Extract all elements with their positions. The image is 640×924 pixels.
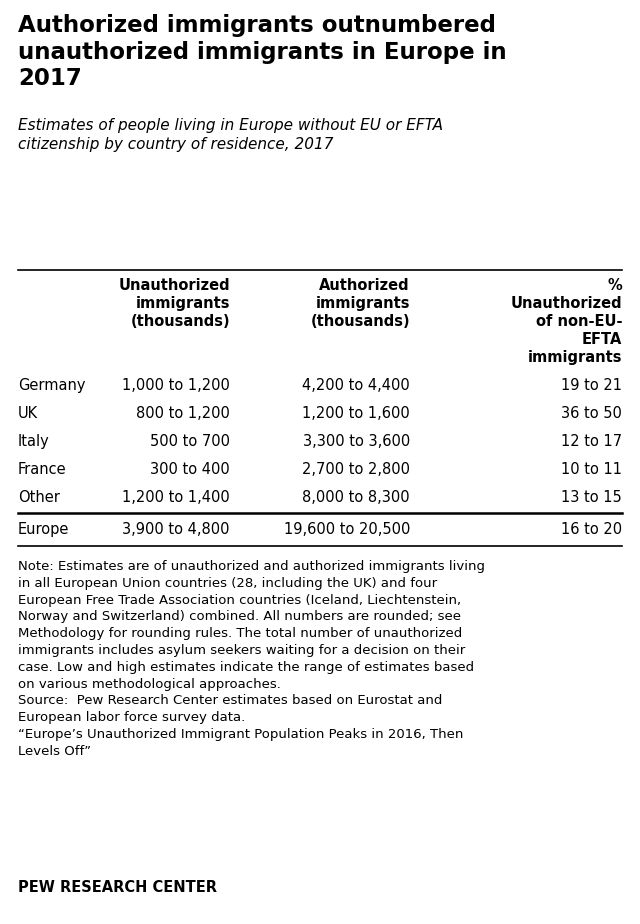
Text: Estimates of people living in Europe without EU or EFTA
citizenship by country o: Estimates of people living in Europe wit… [18, 118, 443, 152]
Text: 3,900 to 4,800: 3,900 to 4,800 [122, 522, 230, 537]
Text: UK: UK [18, 406, 38, 421]
Text: 36 to 50: 36 to 50 [561, 406, 622, 421]
Text: 500 to 700: 500 to 700 [150, 434, 230, 449]
Text: 3,300 to 3,600: 3,300 to 3,600 [303, 434, 410, 449]
Text: Unauthorized
immigrants
(thousands): Unauthorized immigrants (thousands) [118, 278, 230, 329]
Text: 19 to 21: 19 to 21 [561, 378, 622, 393]
Text: PEW RESEARCH CENTER: PEW RESEARCH CENTER [18, 880, 217, 895]
Text: 13 to 15: 13 to 15 [561, 490, 622, 505]
Text: 12 to 17: 12 to 17 [561, 434, 622, 449]
Text: 10 to 11: 10 to 11 [561, 462, 622, 477]
Text: 19,600 to 20,500: 19,600 to 20,500 [284, 522, 410, 537]
Text: 300 to 400: 300 to 400 [150, 462, 230, 477]
Text: %
Unauthorized
of non-EU-
EFTA
immigrants: % Unauthorized of non-EU- EFTA immigrant… [510, 278, 622, 365]
Text: Authorized
immigrants
(thousands): Authorized immigrants (thousands) [310, 278, 410, 329]
Text: Germany: Germany [18, 378, 86, 393]
Text: 2,700 to 2,800: 2,700 to 2,800 [302, 462, 410, 477]
Text: France: France [18, 462, 67, 477]
Text: 1,200 to 1,600: 1,200 to 1,600 [302, 406, 410, 421]
Text: 800 to 1,200: 800 to 1,200 [136, 406, 230, 421]
Text: Other: Other [18, 490, 60, 505]
Text: 16 to 20: 16 to 20 [561, 522, 622, 537]
Text: 1,200 to 1,400: 1,200 to 1,400 [122, 490, 230, 505]
Text: 8,000 to 8,300: 8,000 to 8,300 [302, 490, 410, 505]
Text: Italy: Italy [18, 434, 50, 449]
Text: Authorized immigrants outnumbered
unauthorized immigrants in Europe in
2017: Authorized immigrants outnumbered unauth… [18, 14, 507, 91]
Text: Europe: Europe [18, 522, 69, 537]
Text: 4,200 to 4,400: 4,200 to 4,400 [302, 378, 410, 393]
Text: 1,000 to 1,200: 1,000 to 1,200 [122, 378, 230, 393]
Text: Note: Estimates are of unauthorized and authorized immigrants living
in all Euro: Note: Estimates are of unauthorized and … [18, 560, 485, 758]
